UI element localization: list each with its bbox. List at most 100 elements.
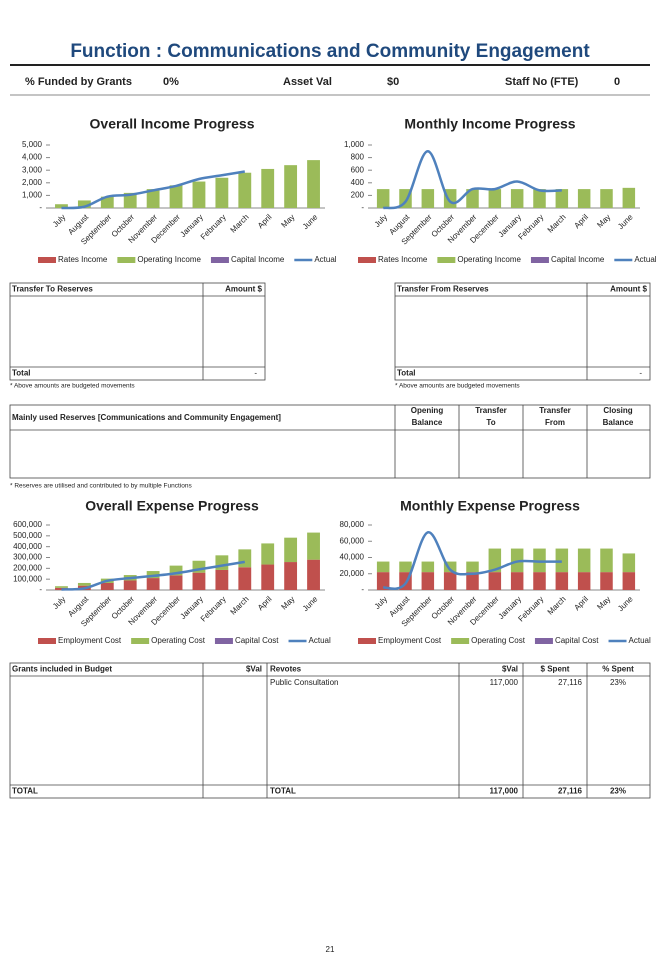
kpi-label: % Funded by Grants	[25, 76, 132, 88]
table-header: $Val	[246, 665, 262, 674]
x-tick-label: July	[373, 595, 389, 611]
legend-label: Operating Income	[137, 255, 201, 264]
bar	[376, 561, 390, 573]
table-header: Amount $	[225, 285, 262, 294]
bar	[261, 168, 275, 208]
bar	[533, 189, 546, 208]
table-header: Opening Balance	[411, 406, 444, 427]
legend-swatch	[210, 257, 229, 263]
legend-label: Operating Cost	[151, 636, 206, 645]
total-label: Total	[12, 369, 31, 378]
table-header: Transfer From	[539, 406, 571, 427]
bar	[169, 575, 183, 590]
x-tick-label: July	[373, 213, 389, 229]
bar	[488, 572, 502, 590]
chart-title: Monthly Income Progress	[404, 116, 575, 132]
table-header: Transfer From Reserves	[397, 285, 489, 294]
y-tick-label: 400	[351, 178, 365, 187]
legend-label: Actual	[314, 255, 336, 264]
x-tick-label: May	[279, 595, 296, 612]
bar	[307, 160, 320, 208]
y-tick-label: -	[361, 585, 364, 594]
bar	[376, 572, 390, 590]
legend-label: Rates Income	[378, 255, 428, 264]
x-tick-label: July	[51, 213, 67, 229]
bar	[399, 561, 412, 573]
y-tick-label: 400,000	[13, 542, 42, 551]
y-tick-label: 80,000	[340, 520, 365, 529]
bar	[600, 572, 613, 590]
x-tick-label: March	[229, 595, 251, 617]
bar	[169, 185, 183, 208]
total-cell: 23%	[610, 787, 626, 796]
legend-swatch	[534, 638, 553, 644]
bar	[307, 532, 320, 560]
table-cell: 23%	[610, 678, 626, 687]
bar	[421, 189, 435, 208]
y-tick-label: 300,000	[13, 553, 42, 562]
bar	[488, 189, 502, 208]
bar	[488, 548, 502, 573]
x-tick-label: May	[595, 595, 612, 612]
table-header: Grants included in Budget	[12, 665, 112, 674]
x-tick-label: May	[279, 213, 296, 230]
chart-title: Overall Expense Progress	[85, 498, 259, 514]
bar	[55, 204, 68, 208]
table-header: Transfer To	[475, 406, 507, 427]
y-tick-label: 200	[351, 191, 365, 200]
actual-line	[382, 150, 562, 210]
y-tick-label: 2,000	[22, 178, 43, 187]
x-tick-label: March	[546, 595, 568, 617]
legend-swatch	[117, 257, 136, 263]
x-tick-label: May	[595, 213, 612, 230]
legend-swatch	[437, 257, 456, 263]
bar	[192, 560, 206, 573]
bar	[100, 196, 114, 208]
table-border	[394, 282, 651, 381]
bar	[215, 569, 229, 590]
y-tick-label: 40,000	[340, 553, 365, 562]
legend-label: Operating Cost	[471, 636, 526, 645]
legend-swatch	[38, 257, 56, 263]
y-tick-label: 5,000	[22, 140, 43, 149]
table-header: Closing Balance	[603, 406, 634, 427]
total-cell: TOTAL	[12, 787, 38, 796]
bar	[238, 172, 252, 208]
y-tick-label: 4,000	[22, 153, 43, 162]
legend-label: Actual	[309, 636, 331, 645]
table-cell: 117,000	[490, 678, 519, 687]
bar	[77, 582, 91, 586]
y-tick-label: 20,000	[340, 569, 365, 578]
x-tick-label: March	[546, 213, 568, 235]
x-tick-label: April	[572, 594, 590, 612]
table-border	[9, 282, 266, 381]
bar	[123, 580, 137, 590]
total-cell: 117,000	[490, 787, 519, 796]
page-title: Function : Communications and Community …	[70, 41, 590, 62]
legend-label: Capital Cost	[235, 636, 279, 645]
table-cell: Public Consultation	[270, 678, 338, 687]
bar	[192, 572, 206, 590]
bar	[100, 582, 114, 590]
bar	[146, 578, 160, 590]
table-note: * Reserves are utilised and contributed …	[10, 483, 192, 490]
x-tick-label: February	[199, 213, 228, 242]
table-note: * Above amounts are budgeted movements	[10, 383, 135, 390]
bar	[169, 565, 183, 576]
bar	[622, 572, 636, 590]
bar	[622, 187, 636, 208]
bar	[307, 559, 320, 590]
legend-swatch	[358, 638, 376, 644]
y-tick-label: 500,000	[13, 531, 42, 540]
y-tick-label: 100,000	[13, 574, 42, 583]
y-tick-label: -	[39, 585, 42, 594]
table-cell: 27,116	[558, 678, 582, 687]
x-tick-label: February	[199, 595, 228, 624]
bar	[261, 543, 275, 565]
x-tick-label: March	[229, 213, 251, 235]
bar	[146, 189, 160, 208]
y-tick-label: 1,000	[344, 140, 365, 149]
bar	[238, 549, 252, 568]
bar	[600, 548, 613, 573]
